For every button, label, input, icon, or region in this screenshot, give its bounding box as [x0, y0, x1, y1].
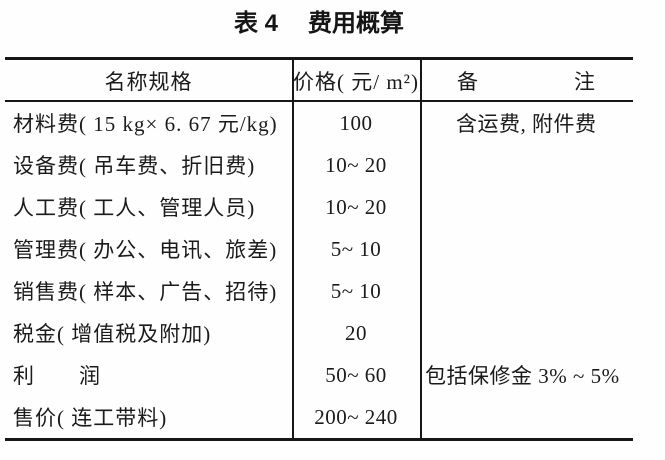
row-price-cell: 100 — [339, 110, 373, 135]
header-remark-left-char: 备 — [457, 70, 479, 94]
header-remark-right-char: 注 — [574, 70, 596, 94]
header-name-spec: 名称规格 — [104, 70, 193, 94]
row-price-cell: 50~ 60 — [325, 362, 387, 387]
row-name-cell: 材料费( 15 kg× 6. 67 元/kg) — [13, 112, 278, 136]
row-name-cell: 售价( 连工带料) — [13, 406, 168, 430]
row-remark-cell — [420, 186, 633, 228]
row-price-cell: 10~ 20 — [325, 194, 387, 219]
row-remark-cell: 含运费, 附件费 — [456, 112, 597, 136]
header-price: 价格( 元/ m²) — [293, 70, 419, 94]
header-divider-rule — [5, 100, 633, 102]
column-divider-2 — [420, 60, 422, 438]
cost-estimate-table: 名称规格 价格( 元/ m²) 备 注 材料费( 15 kg× 6. 67 元/… — [5, 57, 633, 441]
row-remark-cell — [420, 144, 633, 186]
row-name-cell: 设备费( 吊车费、折旧费) — [13, 154, 256, 178]
row-name-cell: 销售费( 样本、广告、招待) — [13, 280, 278, 304]
row-remark-cell — [420, 228, 633, 270]
row-price-cell: 5~ 10 — [330, 236, 382, 261]
table-caption-text: 费用概算 — [308, 10, 404, 37]
row-remark-cell — [420, 270, 633, 312]
row-name-cell: 人工费( 工人、管理人员) — [13, 196, 256, 220]
row-name-cell: 利 润 — [13, 364, 101, 388]
row-price-cell: 10~ 20 — [325, 152, 387, 177]
row-name-cell: 税金( 增值税及附加) — [13, 322, 212, 346]
header-remark: 备 注 — [420, 60, 633, 102]
row-price-cell: 5~ 10 — [330, 278, 382, 303]
row-remark-cell — [420, 312, 633, 354]
row-remark-cell — [420, 396, 633, 438]
row-price-cell: 200~ 240 — [314, 404, 398, 429]
table-grid: 名称规格 价格( 元/ m²) 备 注 材料费( 15 kg× 6. 67 元/… — [5, 60, 633, 438]
table-number: 表 4 — [233, 10, 278, 37]
row-price-cell: 20 — [345, 320, 367, 345]
row-remark-cell: 包括保修金 3% ~ 5% — [425, 364, 620, 388]
row-name-cell: 管理费( 办公、电讯、旅差) — [13, 238, 278, 262]
column-divider-1 — [292, 60, 294, 438]
table-caption: 表 4 费用概算 — [5, 9, 633, 39]
